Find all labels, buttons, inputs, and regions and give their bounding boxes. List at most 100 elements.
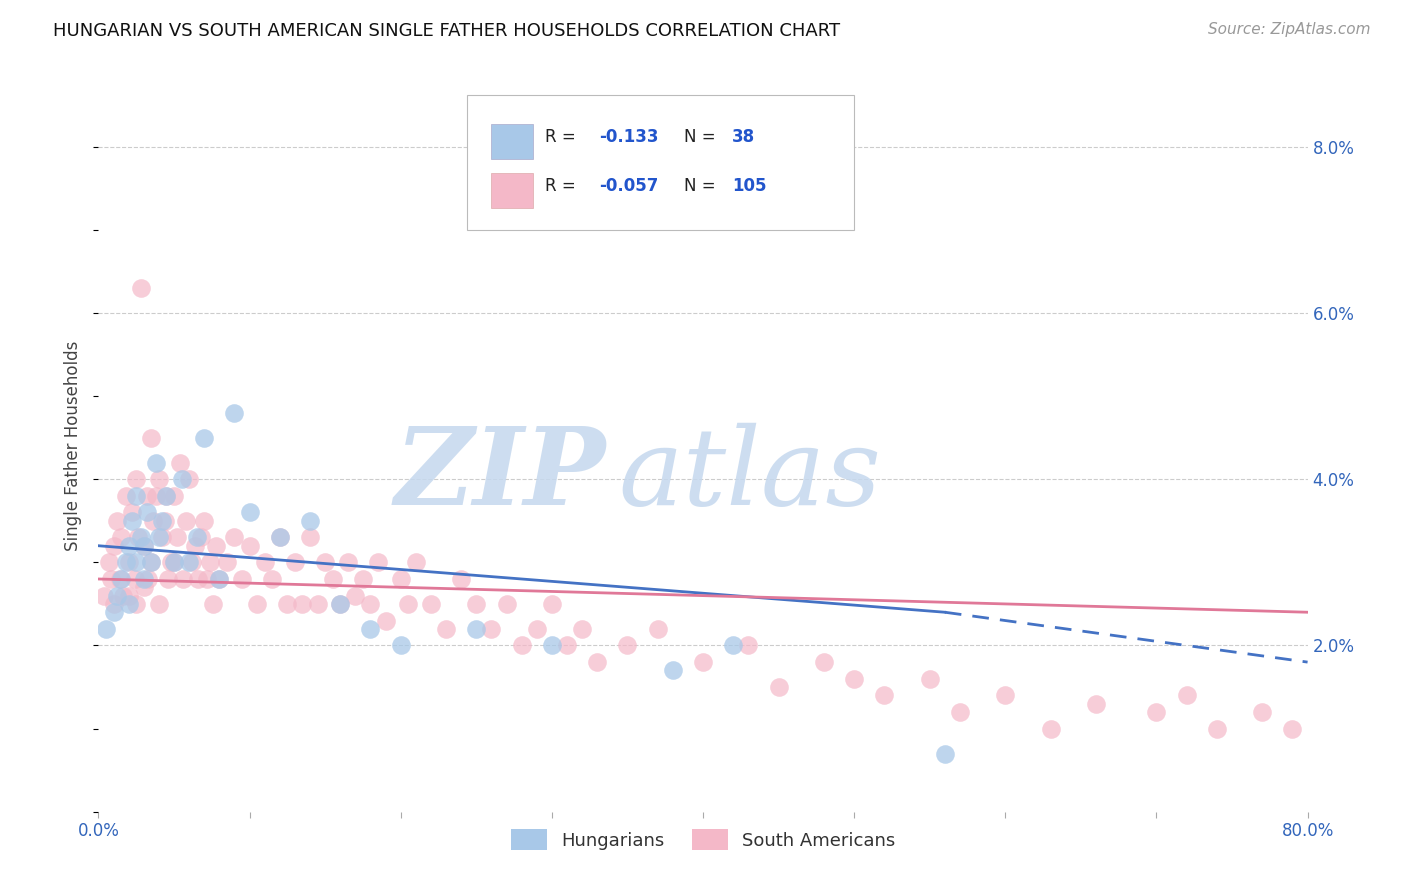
Point <box>526 622 548 636</box>
Point <box>262 572 284 586</box>
Point <box>114 489 136 503</box>
FancyBboxPatch shape <box>492 124 533 159</box>
Point <box>142 514 165 528</box>
Point <box>93 589 115 603</box>
Point <box>174 514 197 528</box>
Point <box>181 555 204 569</box>
Point <box>150 530 173 544</box>
Point <box>934 747 956 761</box>
Point <box>163 555 186 569</box>
Point <box>141 555 163 569</box>
Point <box>844 672 866 686</box>
Y-axis label: Single Father Households: Single Father Households <box>65 341 83 551</box>
Point <box>190 530 212 544</box>
Point <box>299 514 322 528</box>
Point <box>202 597 225 611</box>
Point <box>299 530 322 544</box>
Point <box>1281 722 1303 736</box>
Point <box>153 514 176 528</box>
Point <box>103 597 125 611</box>
Point <box>141 431 163 445</box>
Point <box>155 489 177 503</box>
Point <box>118 555 141 569</box>
Point <box>163 555 186 569</box>
Point <box>465 597 488 611</box>
Point <box>125 472 148 486</box>
Text: R =: R = <box>544 128 581 146</box>
Point <box>111 589 134 603</box>
Point <box>156 572 179 586</box>
Point <box>1039 722 1062 736</box>
Point <box>692 655 714 669</box>
Point <box>276 597 298 611</box>
Point <box>179 472 201 486</box>
Point <box>136 572 159 586</box>
Point <box>100 572 122 586</box>
Point <box>135 506 157 520</box>
Point <box>148 530 170 544</box>
Point <box>114 555 136 569</box>
Point <box>1206 722 1229 736</box>
Point <box>186 530 208 544</box>
Point <box>336 555 359 569</box>
Point <box>1175 689 1198 703</box>
Point <box>269 530 291 544</box>
Point <box>125 597 148 611</box>
Text: ZIP: ZIP <box>395 422 606 528</box>
Point <box>481 622 503 636</box>
Point <box>231 572 253 586</box>
Point <box>918 672 941 686</box>
Point <box>169 456 191 470</box>
Point <box>389 639 412 653</box>
Text: HUNGARIAN VS SOUTH AMERICAN SINGLE FATHER HOUSEHOLDS CORRELATION CHART: HUNGARIAN VS SOUTH AMERICAN SINGLE FATHE… <box>53 22 841 40</box>
Point <box>239 539 262 553</box>
Point <box>291 597 314 611</box>
Point <box>307 597 329 611</box>
Point <box>374 614 396 628</box>
Point <box>215 555 238 569</box>
Point <box>269 530 291 544</box>
Point <box>465 622 488 636</box>
Point <box>768 680 790 694</box>
Point <box>205 539 228 553</box>
Point <box>495 597 517 611</box>
Point <box>352 572 374 586</box>
Point <box>94 622 117 636</box>
Point <box>124 572 146 586</box>
Point <box>125 489 148 503</box>
FancyBboxPatch shape <box>492 173 533 208</box>
Point <box>103 605 125 619</box>
Point <box>344 589 367 603</box>
Point <box>661 664 683 678</box>
Point <box>1251 705 1274 719</box>
Point <box>510 639 533 653</box>
Point <box>170 472 193 486</box>
Text: 105: 105 <box>733 178 766 195</box>
Point <box>540 639 562 653</box>
Point <box>1085 697 1108 711</box>
Point <box>110 530 132 544</box>
Point <box>98 555 121 569</box>
Point <box>434 622 457 636</box>
Point <box>118 589 141 603</box>
Text: N =: N = <box>683 178 720 195</box>
Point <box>132 580 155 594</box>
Point <box>110 572 132 586</box>
Point <box>145 456 167 470</box>
Point <box>329 597 352 611</box>
Point <box>405 555 427 569</box>
Point <box>118 539 141 553</box>
Point <box>367 555 389 569</box>
Point <box>737 639 759 653</box>
Point <box>723 639 745 653</box>
Point <box>239 506 262 520</box>
Text: R =: R = <box>544 178 581 195</box>
Point <box>314 555 336 569</box>
Point <box>193 514 215 528</box>
Point <box>224 406 246 420</box>
Text: 38: 38 <box>733 128 755 146</box>
Point <box>195 572 218 586</box>
Point <box>184 539 207 553</box>
Point <box>160 555 183 569</box>
Point <box>208 572 231 586</box>
